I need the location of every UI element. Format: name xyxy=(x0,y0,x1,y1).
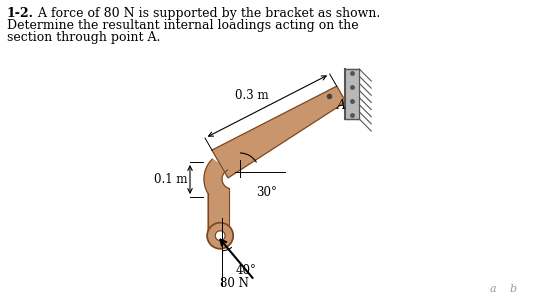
Polygon shape xyxy=(208,188,228,238)
Circle shape xyxy=(215,231,225,241)
Text: 0.3 m: 0.3 m xyxy=(234,89,268,102)
Text: A force of 80 N is supported by the bracket as shown.: A force of 80 N is supported by the brac… xyxy=(34,7,380,20)
Text: section through point A.: section through point A. xyxy=(7,31,160,44)
Bar xyxy=(345,69,359,119)
Text: 40°: 40° xyxy=(235,264,256,277)
Circle shape xyxy=(207,223,233,249)
Text: 30°: 30° xyxy=(256,186,277,199)
Text: A: A xyxy=(337,99,346,112)
Text: Determine the resultant internal loadings acting on the: Determine the resultant internal loading… xyxy=(7,19,359,32)
Text: b: b xyxy=(510,284,517,294)
Text: a: a xyxy=(490,284,496,294)
Text: 80 N: 80 N xyxy=(220,277,249,290)
Polygon shape xyxy=(204,159,228,193)
Text: 1-2.: 1-2. xyxy=(7,7,34,20)
Polygon shape xyxy=(212,86,346,178)
Text: 0.1 m: 0.1 m xyxy=(154,173,187,186)
